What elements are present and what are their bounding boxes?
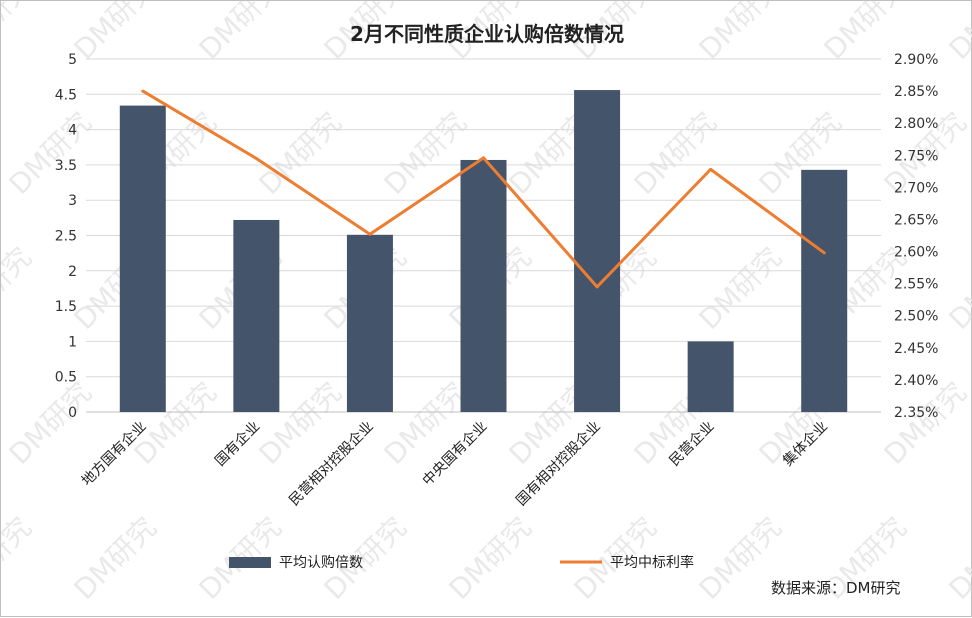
right-tick-label-7: 2.70%	[894, 180, 938, 196]
rate-point-6	[822, 251, 826, 255]
right-tick-label-3: 2.50%	[894, 309, 938, 325]
watermark-text-12: DM研究	[378, 106, 473, 201]
watermark-text-6: DM研究	[693, 1, 788, 66]
left-axis: 0 0.5 1 1.5 2 2.5 3 3.5 4 4.5 5	[55, 52, 77, 421]
watermark-text-18: DM研究	[1, 241, 38, 336]
watermark-text-9: DM研究	[3, 106, 98, 201]
right-axis: 2.35% 2.40% 2.45% 2.50% 2.55% 2.60% 2.65% 2.70%…	[894, 52, 938, 421]
legend-label-bars: 平均认购倍数	[279, 555, 363, 571]
right-tick-label-8: 2.75%	[894, 148, 938, 164]
rate-point-1	[254, 156, 258, 160]
bar-4	[574, 90, 621, 413]
line-series	[141, 89, 826, 289]
bar-0	[119, 105, 166, 412]
right-tick-label-5: 2.60%	[894, 245, 938, 261]
right-tick-label-10: 2.85%	[894, 84, 938, 100]
bar-6	[801, 169, 848, 412]
watermark-text-44: DM研究	[943, 511, 972, 606]
right-tick-label-11: 2.90%	[894, 52, 938, 68]
watermark-text-1: DM研究	[68, 1, 163, 66]
watermark-text-8: DM研究	[943, 1, 972, 66]
bar-1	[233, 219, 280, 412]
left-tick-label-2: 1	[68, 334, 77, 350]
left-tick-label-7: 3.5	[55, 158, 77, 174]
rate-point-4	[595, 285, 599, 289]
bar-3	[460, 159, 507, 412]
right-tick-label-4: 2.55%	[894, 277, 938, 293]
rate-point-0	[141, 89, 145, 93]
chart-title: 2月不同性质企业认购倍数情况	[350, 22, 624, 46]
watermark-text-34: DM研究	[878, 376, 972, 471]
left-tick-label-1: 0.5	[55, 370, 77, 386]
legend-swatch-bars	[229, 557, 271, 568]
category-labels: 地方国有企业 国有企业 民营相对控股企业 中央国有企业 国有相对控股企业 民营企业 集体企业	[78, 418, 831, 509]
left-tick-label-0: 0	[68, 405, 77, 421]
watermark-text-36: DM研究	[1, 511, 38, 606]
left-tick-label-6: 3	[68, 193, 77, 209]
right-tick-label-6: 2.65%	[894, 212, 938, 228]
watermark-text-26: DM研究	[943, 241, 972, 336]
left-tick-label-5: 2.5	[55, 229, 77, 245]
left-tick-label-8: 4	[68, 123, 77, 139]
legend-label-line: 平均中标利率	[610, 554, 694, 571]
watermark-text-2: DM研究	[193, 1, 288, 66]
watermark-text-40: DM研究	[443, 511, 538, 606]
bar-5	[687, 341, 734, 412]
left-tick-label-9: 4.5	[55, 87, 77, 103]
right-tick-label-9: 2.80%	[894, 116, 938, 132]
right-tick-label-0: 2.35%	[894, 405, 938, 421]
watermark-text-27: DM研究	[3, 376, 98, 471]
legend: 平均认购倍数 平均中标利率	[229, 554, 694, 571]
left-tick-label-4: 2	[68, 264, 77, 280]
right-tick-label-1: 2.40%	[894, 373, 938, 389]
source-note: 数据来源：DM研究	[771, 579, 901, 597]
watermark-text-37: DM研究	[68, 511, 163, 606]
left-tick-label-3: 1.5	[55, 299, 77, 315]
rate-point-3	[482, 156, 485, 160]
watermark-text-14: DM研究	[628, 106, 723, 201]
watermark-text-24: DM研究	[693, 241, 788, 336]
watermark-text-0: DM研究	[1, 1, 38, 66]
right-tick-label-2: 2.45%	[894, 341, 938, 357]
left-tick-label-10: 5	[68, 52, 77, 68]
bar-2	[346, 234, 393, 412]
rate-point-5	[709, 167, 713, 171]
rate-point-2	[368, 232, 372, 236]
bar-series	[119, 90, 848, 413]
